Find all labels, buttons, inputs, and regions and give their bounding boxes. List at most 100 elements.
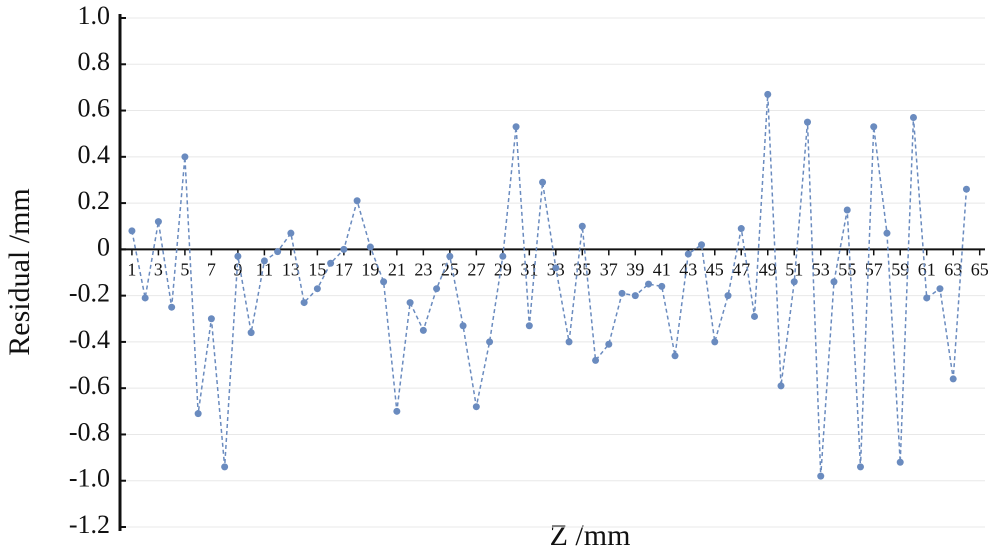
point [777, 382, 785, 390]
point [221, 463, 229, 471]
point [406, 299, 414, 307]
point [896, 458, 904, 466]
x-tick-label: 19 [361, 259, 379, 279]
point [803, 118, 811, 126]
point [393, 407, 401, 415]
point [313, 285, 321, 293]
y-tick-label: 0 [97, 232, 110, 261]
x-tick-label: 57 [865, 259, 883, 279]
point [698, 241, 706, 249]
point [684, 250, 692, 258]
point [472, 403, 480, 411]
x-tick-label: 41 [653, 259, 671, 279]
x-tick-label: 9 [233, 259, 242, 279]
y-tick-label: 0.4 [78, 140, 111, 169]
x-tick-label: 7 [207, 259, 216, 279]
x-tick-label: 59 [891, 259, 909, 279]
point [260, 257, 268, 265]
x-tick-label: 13 [282, 259, 300, 279]
y-axis-label: Residual /mm [3, 188, 36, 356]
point [486, 338, 494, 346]
point [168, 303, 176, 311]
point [711, 338, 719, 346]
point [234, 252, 242, 260]
point [592, 356, 600, 364]
point [883, 229, 891, 237]
point [459, 322, 467, 330]
x-tick-label: 25 [441, 259, 459, 279]
x-tick-label: 23 [414, 259, 432, 279]
point [923, 294, 931, 302]
point [764, 90, 772, 98]
x-axis-label: Z /mm [550, 519, 631, 552]
point [353, 197, 361, 205]
x-tick-label: 15 [308, 259, 326, 279]
point [141, 294, 149, 302]
y-tick-label: 0.8 [78, 47, 111, 76]
point [737, 225, 745, 233]
point [843, 206, 851, 214]
point [856, 463, 864, 471]
x-tick-label: 43 [679, 259, 697, 279]
point [512, 123, 520, 131]
x-tick-label: 49 [759, 259, 777, 279]
point [419, 326, 427, 334]
point [446, 252, 454, 260]
x-tick-label: 3 [154, 259, 163, 279]
point [525, 322, 533, 330]
x-tick-label: 17 [335, 259, 353, 279]
point [578, 222, 586, 230]
point [539, 178, 547, 186]
y-tick-label: -0.4 [69, 325, 110, 354]
x-tick-label: 37 [600, 259, 618, 279]
x-tick-label: 63 [944, 259, 962, 279]
x-tick-label: 21 [388, 259, 406, 279]
point [380, 278, 388, 286]
x-tick-label: 45 [706, 259, 724, 279]
point [552, 264, 560, 272]
point [949, 375, 957, 383]
y-tick-label: 0.2 [78, 186, 111, 215]
point [817, 472, 825, 480]
y-tick-label: -1.2 [69, 510, 110, 539]
y-tick-label: -0.2 [69, 279, 110, 308]
point [962, 185, 970, 193]
point [565, 338, 573, 346]
x-tick-label: 39 [626, 259, 644, 279]
point [327, 259, 335, 267]
x-tick-label: 47 [732, 259, 750, 279]
point [247, 329, 255, 337]
y-tick-label: -1.0 [69, 464, 110, 493]
point [154, 218, 162, 226]
y-tick-label: 0.6 [78, 94, 111, 123]
point [830, 278, 838, 286]
x-tick-label: 5 [180, 259, 189, 279]
point [936, 285, 944, 293]
point [366, 243, 374, 251]
x-tick-label: 53 [812, 259, 830, 279]
point [300, 299, 308, 307]
x-tick-label: 11 [256, 259, 273, 279]
point [671, 352, 679, 360]
series-line [131, 94, 968, 477]
point [274, 248, 282, 256]
point [790, 278, 798, 286]
point [724, 292, 732, 300]
x-tick-label: 65 [971, 259, 989, 279]
point [181, 153, 189, 161]
point [870, 123, 878, 131]
point [207, 315, 215, 323]
point [340, 245, 348, 253]
point [433, 285, 441, 293]
point [287, 229, 295, 237]
point [499, 252, 507, 260]
x-tick-label: 27 [467, 259, 485, 279]
point [909, 113, 917, 121]
point [645, 280, 653, 288]
point [618, 289, 626, 297]
y-tick-label: 1.0 [78, 1, 111, 30]
point [128, 227, 136, 235]
y-tick-label: -0.6 [69, 371, 110, 400]
point [194, 410, 202, 418]
